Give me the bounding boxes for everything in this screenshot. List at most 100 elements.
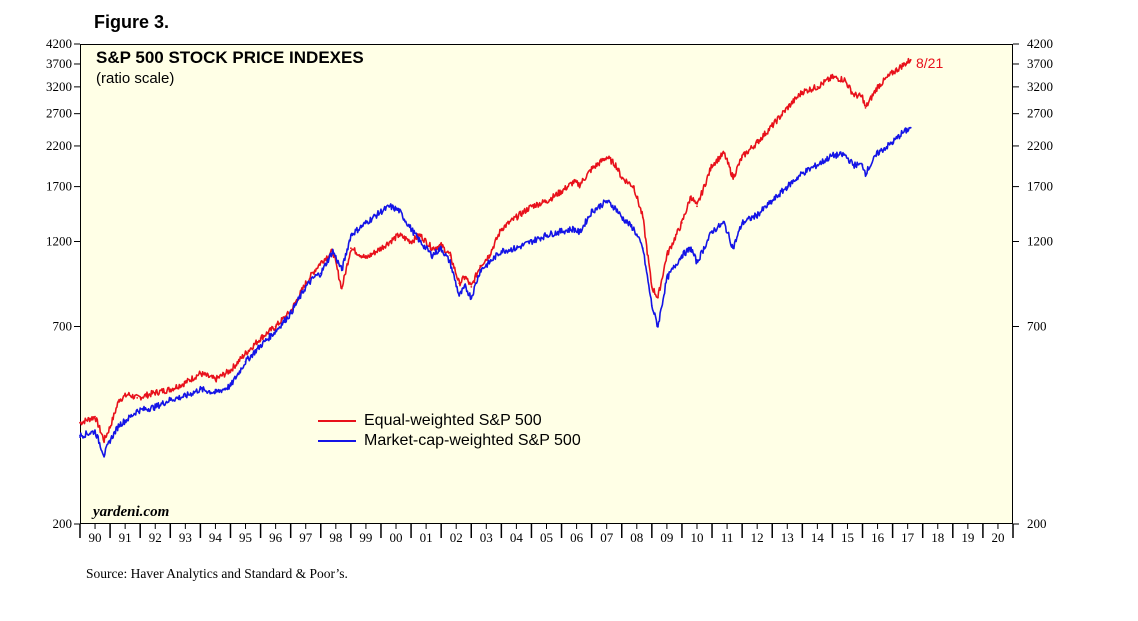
data-point bbox=[274, 325, 277, 328]
data-point bbox=[449, 261, 452, 264]
data-point bbox=[690, 195, 692, 198]
x-tick-label-14: 04 bbox=[510, 530, 524, 545]
data-point bbox=[650, 304, 653, 307]
data-point bbox=[741, 222, 743, 224]
data-point bbox=[464, 286, 467, 288]
data-point bbox=[109, 439, 111, 442]
data-point bbox=[620, 176, 623, 179]
data-point bbox=[843, 78, 846, 81]
x-tick-label-26: 16 bbox=[871, 530, 885, 545]
data-point bbox=[259, 344, 262, 347]
data-point bbox=[852, 93, 855, 96]
data-point bbox=[470, 296, 473, 299]
data-point bbox=[313, 275, 316, 278]
data-point bbox=[103, 439, 105, 442]
y-tick-label-right-3: 1700 bbox=[1027, 179, 1053, 194]
data-point bbox=[331, 250, 334, 252]
data-point bbox=[340, 269, 343, 272]
x-axis: 90 91 92 93 94 95 96 97 98 99 00 01 02 03 04 05 06 07 08 09… bbox=[79, 524, 1014, 545]
data-point bbox=[304, 282, 307, 285]
legend-swatch-cap bbox=[318, 440, 356, 442]
data-point bbox=[852, 164, 855, 166]
data-point bbox=[136, 397, 139, 399]
data-point bbox=[229, 369, 232, 372]
data-point bbox=[289, 312, 292, 315]
data-point bbox=[614, 164, 617, 166]
data-point bbox=[900, 65, 903, 67]
source-note: Source: Haver Analytics and Standard & P… bbox=[86, 566, 348, 581]
data-point bbox=[690, 247, 692, 250]
legend-label-cap: Market-cap-weighted S&P 500 bbox=[364, 432, 581, 449]
data-point bbox=[389, 205, 391, 208]
data-point bbox=[801, 91, 804, 93]
x-tick-label-9: 99 bbox=[359, 530, 372, 545]
data-point bbox=[876, 152, 879, 155]
legend-item-market-cap-weighted: Market-cap-weighted S&P 500 bbox=[318, 431, 581, 451]
data-point bbox=[515, 216, 518, 219]
y-tick-label-left-3: 1700 bbox=[46, 179, 72, 194]
data-point bbox=[458, 282, 461, 285]
x-tick-label-7: 97 bbox=[299, 530, 313, 545]
x-tick-label-23: 13 bbox=[781, 530, 794, 545]
data-point bbox=[657, 325, 659, 328]
chart-subtitle: (ratio scale) bbox=[96, 70, 175, 87]
data-point bbox=[620, 216, 623, 219]
data-point bbox=[578, 231, 581, 234]
data-point bbox=[500, 228, 503, 230]
series-line-1 bbox=[79, 126, 911, 458]
data-point bbox=[614, 207, 617, 210]
data-point bbox=[545, 200, 548, 203]
x-tick-label-27: 17 bbox=[901, 530, 915, 545]
data-point bbox=[572, 228, 575, 230]
data-point bbox=[350, 247, 352, 250]
data-point bbox=[136, 409, 139, 412]
y-tick-label-left-6: 3200 bbox=[46, 79, 72, 94]
x-tick-label-11: 01 bbox=[420, 530, 433, 545]
data-point bbox=[605, 200, 608, 203]
data-point bbox=[470, 286, 473, 288]
data-point bbox=[771, 124, 774, 127]
data-point bbox=[118, 424, 120, 426]
data-point bbox=[681, 222, 683, 224]
x-tick-label-1: 91 bbox=[119, 530, 132, 545]
x-tick-label-16: 06 bbox=[570, 530, 584, 545]
data-point bbox=[464, 275, 467, 278]
data-point bbox=[488, 261, 491, 264]
y-tick-label-right-6: 3200 bbox=[1027, 79, 1053, 94]
data-point bbox=[801, 172, 804, 175]
data-point bbox=[184, 381, 187, 384]
data-point bbox=[732, 176, 734, 179]
x-tick-label-28: 18 bbox=[931, 530, 944, 545]
data-point bbox=[723, 222, 725, 224]
x-tick-label-4: 94 bbox=[209, 530, 223, 545]
data-point bbox=[632, 228, 635, 230]
data-point bbox=[431, 254, 433, 257]
y-tick-label-left-1: 700 bbox=[53, 318, 73, 333]
data-point bbox=[109, 426, 111, 428]
data-point bbox=[876, 86, 879, 88]
series-equal-weighted bbox=[79, 57, 912, 444]
x-tick-label-29: 19 bbox=[961, 530, 974, 545]
data-point bbox=[641, 247, 644, 250]
x-tick-label-6: 96 bbox=[269, 530, 283, 545]
data-point bbox=[861, 164, 864, 166]
y-tick-label-right-8: 4200 bbox=[1027, 36, 1053, 51]
plot-area bbox=[80, 44, 1013, 524]
y-tick-label-right-7: 3700 bbox=[1027, 56, 1053, 71]
x-tick-label-15: 05 bbox=[540, 530, 553, 545]
series-line-0 bbox=[79, 57, 912, 444]
data-point bbox=[118, 398, 120, 401]
data-point bbox=[244, 360, 247, 363]
data-point bbox=[449, 254, 452, 257]
data-point bbox=[771, 200, 774, 203]
data-point bbox=[79, 421, 81, 424]
end-date-label: 8/21 bbox=[916, 55, 944, 71]
x-tick-label-10: 00 bbox=[390, 530, 403, 545]
data-point bbox=[479, 269, 482, 272]
legend-swatch-equal bbox=[318, 420, 356, 422]
data-point bbox=[319, 272, 322, 275]
chart-title: S&P 500 STOCK PRICE INDEXES bbox=[96, 48, 364, 67]
data-point bbox=[488, 254, 491, 257]
data-point bbox=[169, 398, 172, 401]
